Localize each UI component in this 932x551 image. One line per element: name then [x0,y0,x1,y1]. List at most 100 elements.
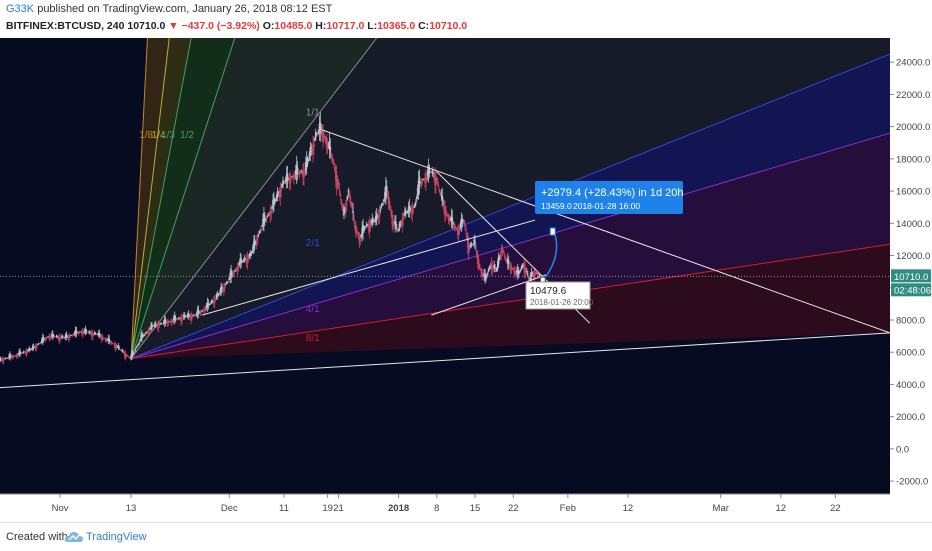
candle-body [203,309,205,311]
author-link[interactable]: G33K [6,3,35,15]
low-label: L: [367,20,378,32]
y-tick-label: 2000.0 [896,412,925,423]
candle-body [513,269,515,273]
candle-body [350,201,353,208]
candle-body [158,324,161,327]
candle-body [27,349,30,351]
candle-body [268,213,271,215]
candle-body [508,265,511,267]
candle-body [12,356,15,358]
candle-body [512,268,515,270]
price-chart[interactable]: 1/81/41/3 1/2 1/1 2/1 4/1 8/1 +2979.4 (+28.43%… [0,38,932,522]
projection-handle[interactable] [549,227,556,236]
candle-body [528,278,531,280]
x-tick-label: Mar [713,503,729,514]
candle-body [395,227,398,228]
candle-body [155,324,158,326]
candle-body [219,289,222,294]
candle-body [463,220,465,225]
candle-body [265,218,268,220]
candle-body [274,199,277,202]
candle-body [312,146,314,153]
trend-line[interactable] [201,219,536,316]
candle-body [210,301,212,304]
candle-body [106,339,109,341]
candle-body [501,247,504,253]
candle-body [436,181,439,183]
candle-body [228,277,231,280]
candle-body [227,281,230,282]
candle-body [56,336,59,338]
candle-body [102,337,104,340]
candle-body [120,349,122,351]
candle-body [211,300,213,303]
candle-body [135,346,138,349]
candle-body [208,304,211,306]
candle-body [368,224,371,231]
candle-body [404,210,406,215]
candle-body [294,174,296,177]
candle-body [174,317,177,320]
candle-body [186,314,189,317]
candle-body [525,268,527,273]
candle-body [270,210,272,214]
y-tick-label: 12000.0 [896,251,930,262]
candle-body [212,301,214,303]
candle-body [495,270,497,272]
candle-body [405,212,408,214]
candle-body [293,175,295,180]
candle-body [296,167,299,174]
candle-body [396,229,399,232]
candle-body [429,171,432,173]
candle-body [475,246,477,248]
candle-body [384,191,386,199]
candle-body [319,122,322,132]
candle-body [507,261,510,265]
candle-body [41,339,43,342]
candle-body [239,258,242,264]
candle-body [47,336,50,338]
candle-body [157,324,160,329]
candle-body [84,329,87,332]
candle-body [257,234,260,237]
candle-body [328,142,331,149]
candle-body [7,357,9,359]
x-tick-label: Feb [560,503,576,514]
candle-body [189,316,191,319]
candle-body [298,172,301,176]
gann-fan-label: 1/1 [306,107,320,118]
candle-body [502,250,505,253]
candle-body [24,351,27,354]
candle-body [348,191,351,197]
candle-body [71,334,73,336]
candle-body [432,172,434,174]
candle-body [88,331,90,333]
candle-body [267,213,270,216]
candle-body [496,261,499,268]
candle-body [44,338,47,341]
candle-body [520,266,523,270]
footer: Created with TradingView [0,522,932,551]
trend-line[interactable] [321,129,891,334]
candle-body [303,170,305,178]
candle-body [48,336,50,339]
tradingview-link[interactable]: TradingView [86,531,147,543]
candle-body [446,212,448,216]
candle-body [499,255,502,257]
tradingview-cloud-icon[interactable] [64,530,84,544]
candle-body [72,334,75,336]
candle-body [222,289,224,290]
gann-fan-line [130,38,192,359]
candle-body [537,273,539,276]
candle-body [411,209,414,215]
countdown-label: 02:48:06 [894,285,931,296]
candle-body [166,322,169,325]
candle-body [415,201,417,204]
candle-body [198,311,201,314]
gann-fan-label: 2/1 [306,238,320,249]
candle-body [361,227,363,236]
candle-body [309,147,312,156]
candle-body [254,239,256,246]
candle-body [209,303,212,305]
trend-line[interactable] [0,332,891,389]
